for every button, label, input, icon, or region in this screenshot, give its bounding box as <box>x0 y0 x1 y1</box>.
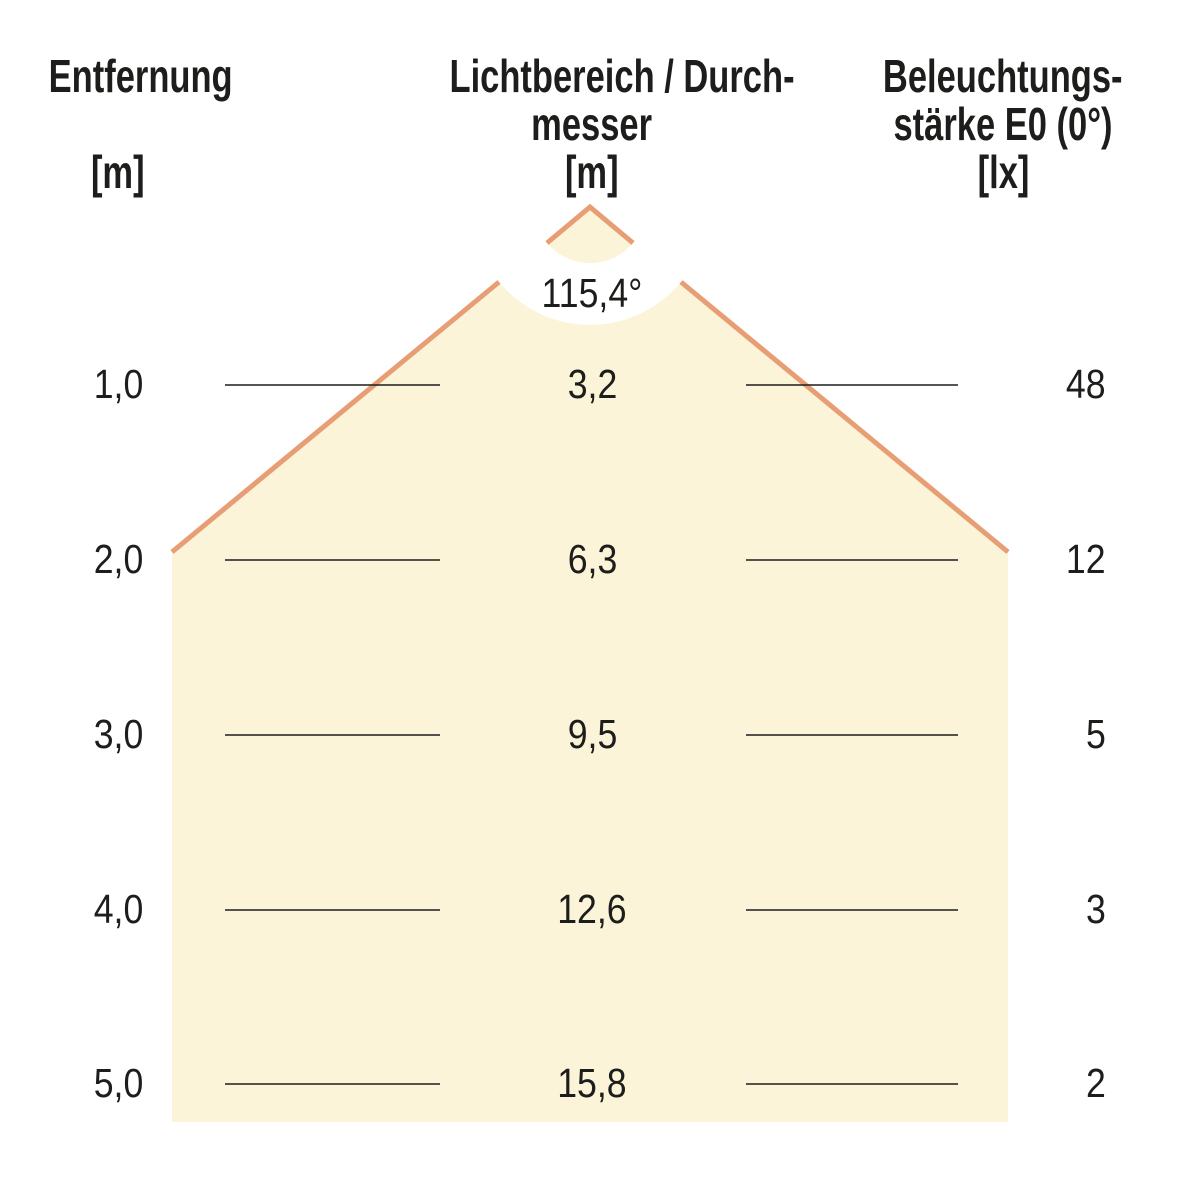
column-unit-illuminance: [lx] <box>977 146 1029 198</box>
distance-value: 1,0 <box>93 361 143 407</box>
column-header-diameter-line2: messer <box>531 98 653 150</box>
diameter-value: 12,6 <box>557 886 627 932</box>
distance-value: 4,0 <box>93 886 143 932</box>
diameter-value: 6,3 <box>567 536 617 582</box>
distance-value: 2,0 <box>93 536 143 582</box>
cone-right-edge <box>679 280 1010 554</box>
cone-apex-stroke <box>545 203 635 245</box>
distance-value: 5,0 <box>93 1060 143 1106</box>
column-header-illuminance-line1: Beleuchtungs- <box>883 50 1123 102</box>
column-unit-diameter: [m] <box>565 146 619 198</box>
illuminance-value: 2 <box>1086 1060 1106 1106</box>
illuminance-value: 12 <box>1066 536 1106 582</box>
illuminance-value: 48 <box>1066 361 1106 407</box>
column-header-distance: Entfernung <box>18 52 233 100</box>
diameter-value: 15,8 <box>557 1060 627 1106</box>
column-header-diameter-line1: Lichtbereich / Durch- <box>449 50 795 102</box>
column-header-distance-title: Entfernung <box>48 50 233 102</box>
distance-value: 3,0 <box>93 711 143 757</box>
diameter-value: 3,2 <box>567 361 617 407</box>
column-unit-distance: [m] <box>91 146 145 198</box>
diameter-value: 9,5 <box>567 711 617 757</box>
row-lines <box>225 384 958 1085</box>
cone-apex-sector <box>547 207 633 264</box>
cone-left-edge <box>170 280 501 554</box>
illuminance-value: 3 <box>1086 886 1106 932</box>
column-header-illuminance-line2: stärke E0 (0°) <box>893 98 1113 150</box>
illuminance-value: 5 <box>1086 711 1106 757</box>
beam-angle-label: 115,4° <box>541 270 643 316</box>
cone-body-shape <box>172 282 1008 1122</box>
